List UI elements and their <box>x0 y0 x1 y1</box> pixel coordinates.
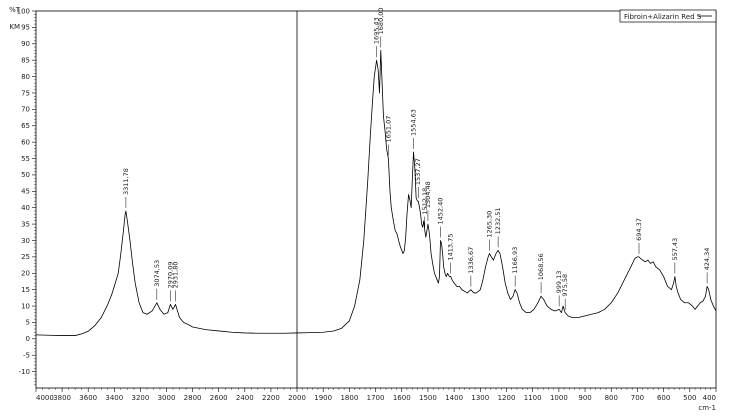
x-tick-label: 900 <box>578 394 591 402</box>
y-tick-label: 15 <box>21 286 30 294</box>
y-tick-label: 45 <box>21 188 30 196</box>
y-tick-label: -5 <box>23 352 30 360</box>
y-tick-label: 35 <box>21 220 30 228</box>
series-layer <box>35 49 717 336</box>
peak-label: 1166,93 <box>511 247 519 274</box>
y-axis-unit-percent-t: %T <box>9 6 21 14</box>
y-tick-label: 90 <box>21 40 30 48</box>
x-tick-label: 1400 <box>445 394 463 402</box>
x-tick-label: 600 <box>657 394 670 402</box>
x-tick-label: 1800 <box>340 394 358 402</box>
x-tick-label: 800 <box>605 394 618 402</box>
y-tick-label: 25 <box>21 253 30 261</box>
y-tick-label: 30 <box>21 237 30 245</box>
x-axis: 4000 3800 3600 3400 3200 3000 2800 2600 2400 2200… <box>35 388 717 402</box>
peak-label: 1504,48 <box>424 181 432 208</box>
peak-label: 999,13 <box>555 271 563 294</box>
x-tick-label: 2200 <box>262 394 280 402</box>
x-tick-label: 3400 <box>105 394 123 402</box>
x-tick-label: 400 <box>703 394 716 402</box>
x-tick-label: 3600 <box>79 394 97 402</box>
y-axis-unit-km: KM <box>9 23 20 31</box>
peak-label: 1554,63 <box>410 109 418 136</box>
y-tick-label: 10 <box>21 302 30 310</box>
y-tick-label: 50 <box>21 171 30 179</box>
legend-label: Fibroin+Alizarin Red S <box>624 13 702 21</box>
plot-border <box>35 10 717 389</box>
peak-label: 1336,67 <box>467 247 475 274</box>
peak-label: 1680,00 <box>377 7 385 34</box>
y-tick-label: 55 <box>21 155 30 163</box>
x-tick-label: 1200 <box>498 394 516 402</box>
peak-label: 975,58 <box>561 274 569 297</box>
peak-label: 1651,07 <box>384 116 392 143</box>
y-tick-label: 75 <box>21 89 30 97</box>
peak-label: 2931,80 <box>172 262 180 289</box>
peak-label: 1265,30 <box>485 211 493 238</box>
x-tick-label: 1900 <box>314 394 332 402</box>
x-tick-label: 4000 <box>36 394 54 402</box>
y-tick-label: 80 <box>21 73 30 81</box>
y-tick-label: 60 <box>21 138 30 146</box>
peak-label: 557,43 <box>671 238 679 261</box>
y-tick-label: 20 <box>21 270 30 278</box>
y-tick-label: 40 <box>21 204 30 212</box>
peak-label: 1413,75 <box>447 234 455 261</box>
y-tick-label: 85 <box>21 56 30 64</box>
y-tick-label: 70 <box>21 106 30 114</box>
y-tick-label: 95 <box>21 24 30 32</box>
x-tick-label: 3800 <box>53 394 71 402</box>
peak-label: 1695,43 <box>373 17 381 44</box>
y-tick-label: 0 <box>26 335 30 343</box>
x-tick-label: 700 <box>631 394 644 402</box>
x-axis-unit: cm-1 <box>698 404 716 412</box>
x-tick-label: 3200 <box>131 394 149 402</box>
peak-label: 424,34 <box>703 248 711 271</box>
x-tick-label: 1700 <box>367 394 385 402</box>
peak-label: 1068,56 <box>537 253 545 280</box>
peak-label: 1537,27 <box>414 158 422 185</box>
x-tick-label: 1300 <box>471 394 489 402</box>
x-tick-label: 2400 <box>236 394 254 402</box>
peak-label: 1232,51 <box>494 207 502 234</box>
x-tick-label: 2000 <box>288 394 306 402</box>
peak-label: 3311,78 <box>122 168 130 195</box>
x-tick-label: 500 <box>683 394 696 402</box>
x-tick-label: 1600 <box>393 394 411 402</box>
x-tick-label: 3000 <box>158 394 176 402</box>
x-tick-label: 1500 <box>419 394 437 402</box>
plot-frame <box>35 10 717 389</box>
x-tick-label: 2600 <box>210 394 228 402</box>
peak-label: 3074,53 <box>153 260 161 287</box>
legend-box <box>619 9 717 23</box>
y-tick-label: 5 <box>26 319 30 327</box>
peak-label: 694,37 <box>635 218 643 241</box>
legend: Fibroin+Alizarin Red S <box>619 9 717 23</box>
y-tick-label: 100 <box>17 7 30 15</box>
series-line-fibroin-alizarin <box>35 49 717 336</box>
x-tick-label: 1000 <box>550 394 568 402</box>
x-tick-label: 2800 <box>184 394 202 402</box>
peak-label: 1452,40 <box>437 198 445 225</box>
y-tick-label: -10 <box>19 368 30 376</box>
y-tick-label: 65 <box>21 122 30 130</box>
peak-label: 1512,18 <box>421 188 429 215</box>
x-tick-label: 1100 <box>524 394 542 402</box>
peak-label: 2970,09 <box>166 262 174 289</box>
y-axis: -10 -5 0 5 10 15 20 25 30 35 40 45 50 55 60 65 70 75 80 85 9… <box>17 7 36 385</box>
